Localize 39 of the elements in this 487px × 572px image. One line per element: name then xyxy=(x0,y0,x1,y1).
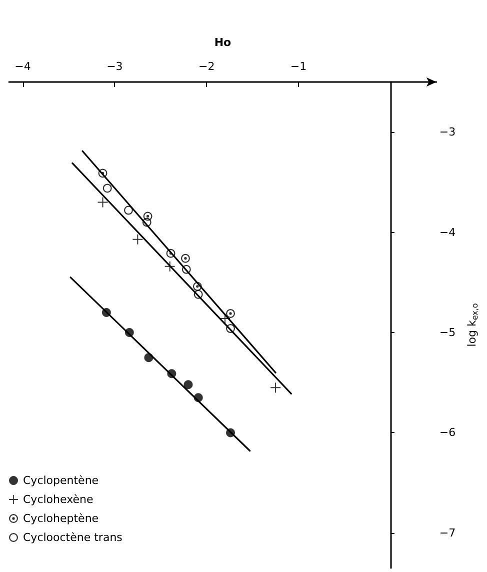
point xyxy=(167,369,176,378)
point xyxy=(143,212,152,221)
legend-label: Cyclooctène trans xyxy=(23,531,123,544)
point xyxy=(220,313,230,324)
x-tick-label: −2 xyxy=(198,60,215,73)
point xyxy=(98,168,108,178)
point xyxy=(194,290,203,299)
x-tick-label: −1 xyxy=(290,60,307,73)
point xyxy=(166,248,176,258)
point xyxy=(226,324,235,334)
legend-label: Cycloheptène xyxy=(23,512,99,525)
x-axis-title: Ho xyxy=(214,36,232,49)
point xyxy=(184,380,193,390)
point xyxy=(226,428,236,438)
point xyxy=(124,328,134,338)
x-tick-label: −3 xyxy=(106,60,123,73)
point xyxy=(226,308,235,318)
point xyxy=(102,184,112,193)
y-tick-label: −4 xyxy=(439,226,456,239)
point xyxy=(142,218,152,227)
y-tick-label: −6 xyxy=(439,426,456,440)
point xyxy=(192,282,202,291)
point xyxy=(182,264,191,274)
legend-label: Cyclopentène xyxy=(23,474,99,487)
x-tick-label: −4 xyxy=(14,60,31,73)
point xyxy=(98,197,108,208)
point xyxy=(194,393,203,402)
point xyxy=(132,234,143,244)
point xyxy=(164,261,175,272)
point xyxy=(124,206,133,215)
legend-label: Cyclohexène xyxy=(23,493,94,506)
y-tick-label: −5 xyxy=(439,326,456,340)
point xyxy=(102,308,111,317)
point xyxy=(180,254,190,263)
y-tick-label: −7 xyxy=(439,526,456,540)
point xyxy=(270,382,281,393)
y-axis-title: log kex,o xyxy=(466,303,480,347)
point xyxy=(144,353,154,362)
y-tick-label: −3 xyxy=(439,126,456,139)
